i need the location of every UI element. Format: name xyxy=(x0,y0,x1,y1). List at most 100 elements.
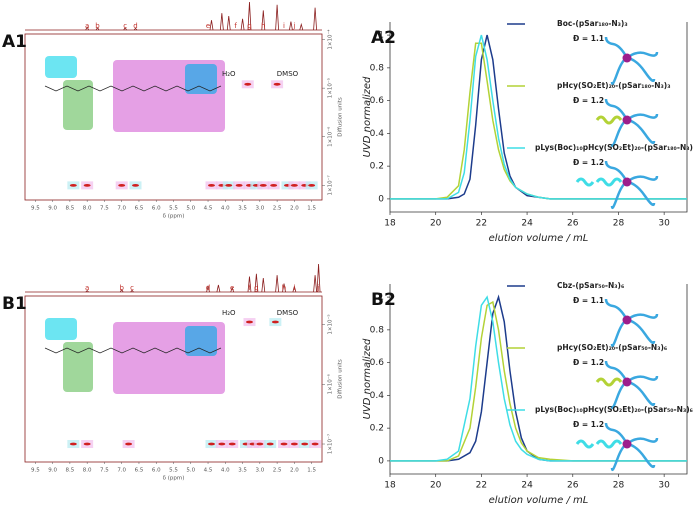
axes xyxy=(389,284,688,475)
peak-label: g xyxy=(254,284,258,292)
y-axis-label: Diffusion units xyxy=(338,97,344,137)
dosy-spot xyxy=(244,82,252,86)
spectrum-peak xyxy=(226,15,231,31)
peak-label: e xyxy=(206,22,210,30)
dosy-spot xyxy=(290,442,298,446)
annotation: DMSO xyxy=(277,309,299,317)
core-icon xyxy=(622,315,632,325)
helix-icon xyxy=(595,115,623,125)
dispersity-label: Đ = 1.2 xyxy=(573,96,604,105)
spectrum-peak xyxy=(292,284,297,293)
legend-label: pHcy(SO₂Et)₂₀-(pSar₁₈₀-N₃)₃ xyxy=(557,81,671,90)
peak-label: e xyxy=(230,284,234,292)
arm-icon xyxy=(626,113,659,121)
dosy-spot xyxy=(245,320,253,324)
dispersity-label: Đ = 1.2 xyxy=(573,158,604,167)
peak-label: b xyxy=(119,284,124,292)
structure-highlight xyxy=(185,64,217,94)
arm-icon xyxy=(604,98,629,121)
dispersity-label: Đ = 1.1 xyxy=(573,296,604,305)
spectrum-peak xyxy=(130,289,134,293)
dosy-spot xyxy=(271,320,279,324)
dosy-spot xyxy=(132,183,140,187)
x-tick-label: 5.5 xyxy=(169,206,178,212)
arm-icon xyxy=(604,422,629,445)
structure-highlight xyxy=(185,326,217,356)
x-tick-label: 6.5 xyxy=(135,468,144,474)
y-tick-label: 0.2 xyxy=(370,424,384,434)
core-icon xyxy=(622,115,632,125)
dosy-spot xyxy=(83,183,91,187)
y-tick-label: 0 xyxy=(378,456,384,466)
spectrum-peak xyxy=(316,263,321,293)
structure-backbone xyxy=(44,347,222,354)
y-tick-label: 1×10⁻⁴ xyxy=(327,29,334,50)
arm-icon xyxy=(604,160,629,183)
x-tick-label: 18 xyxy=(384,219,396,229)
x-tick-label: 3.0 xyxy=(255,206,264,212)
dosy-spot xyxy=(290,183,298,187)
y-tick-label: 1×10⁻⁵ xyxy=(327,78,334,98)
peak-label: d xyxy=(133,22,137,30)
helix-icon xyxy=(595,177,623,187)
core-icon xyxy=(622,177,632,187)
series-line xyxy=(390,34,687,200)
dosy-spot xyxy=(83,442,91,446)
peak-label: a xyxy=(85,284,89,292)
y-tick-label: 0.2 xyxy=(370,162,384,172)
spectrum-peak xyxy=(240,18,245,31)
spectrum-peak xyxy=(206,284,210,293)
legend-label: Boc-(pSar₁₈₀-N₃)₃ xyxy=(557,19,628,28)
spectrum-peak xyxy=(230,286,235,293)
x-tick-label: 3.5 xyxy=(238,468,247,474)
x-tick-label: 2.0 xyxy=(290,468,299,474)
peak-label: b xyxy=(95,22,100,30)
x-tick-label: 26 xyxy=(567,481,579,491)
spectrum-peak xyxy=(133,27,138,31)
x-tick-label: 30 xyxy=(658,219,670,229)
peak-label: c xyxy=(130,284,134,292)
panel-label: B1 xyxy=(2,294,27,314)
x-tick-label: 6.0 xyxy=(152,468,161,474)
dosy-spot xyxy=(69,183,77,187)
x-axis-label: elution volume / mL xyxy=(489,495,589,506)
arm-icon xyxy=(626,375,659,383)
arm-icon xyxy=(626,56,656,83)
x-tick-label: 1.5 xyxy=(307,206,316,212)
y-tick-label: 1 xyxy=(378,31,384,41)
dosy-spot xyxy=(256,442,264,446)
x-tick-label: 24 xyxy=(521,219,533,229)
legend-label: pLys(Boc)₁₀pHcy(SO₂Et)₂₀-(pSar₁₈₀-N₃)₃ xyxy=(535,143,693,152)
spectrum-peak xyxy=(275,4,280,31)
dispersity-label: Đ = 1.2 xyxy=(573,420,604,429)
arm-icon xyxy=(626,51,659,59)
spectrum-peak xyxy=(209,20,214,31)
x-tick-label: 9.5 xyxy=(31,206,40,212)
y-axis-label: UVD normalized xyxy=(362,76,373,157)
x-tick-label: 7.5 xyxy=(100,206,109,212)
series-line xyxy=(390,300,687,462)
spectrum-peak xyxy=(313,275,317,293)
x-tick-label: 8.5 xyxy=(66,206,75,212)
y-tick-label: 1×10⁻⁷ xyxy=(327,175,334,195)
legend-label: pHcy(SO₂Et)₂₀-(pSar₅₀-N₃)₆ xyxy=(557,343,667,352)
y-tick-label: 0.8 xyxy=(370,63,385,73)
dosy-spot xyxy=(125,442,133,446)
x-axis-label: elution volume / mL xyxy=(489,233,589,244)
spectrum-peak xyxy=(282,283,286,293)
y-tick-label: 0.6 xyxy=(370,96,385,106)
x-tick-label: 9.0 xyxy=(48,206,57,212)
peak-label: i xyxy=(283,22,285,30)
dispersity-label: Đ = 1.1 xyxy=(573,34,604,43)
y-tick-label: 1×10⁻⁷ xyxy=(327,434,334,454)
y-tick-label: 0.4 xyxy=(370,391,385,401)
x-tick-label: 4.5 xyxy=(204,206,213,212)
arm-icon xyxy=(626,175,659,183)
x-tick-label: 5.0 xyxy=(186,206,195,212)
spectrum-peak xyxy=(275,275,280,293)
x-axis-label: δ (ppm) xyxy=(163,476,185,482)
y-tick-label: 0.6 xyxy=(370,358,385,368)
series-line xyxy=(390,294,687,462)
y-axis-label: UVD normalized xyxy=(362,338,373,419)
x-tick-label: 8.0 xyxy=(83,468,92,474)
